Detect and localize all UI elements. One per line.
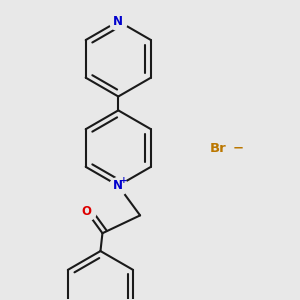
Text: −: −: [232, 142, 243, 154]
Text: Br: Br: [209, 142, 226, 154]
Text: N: N: [113, 179, 123, 192]
Text: O: O: [82, 205, 92, 218]
Text: N: N: [113, 15, 123, 28]
Text: +: +: [120, 176, 127, 185]
